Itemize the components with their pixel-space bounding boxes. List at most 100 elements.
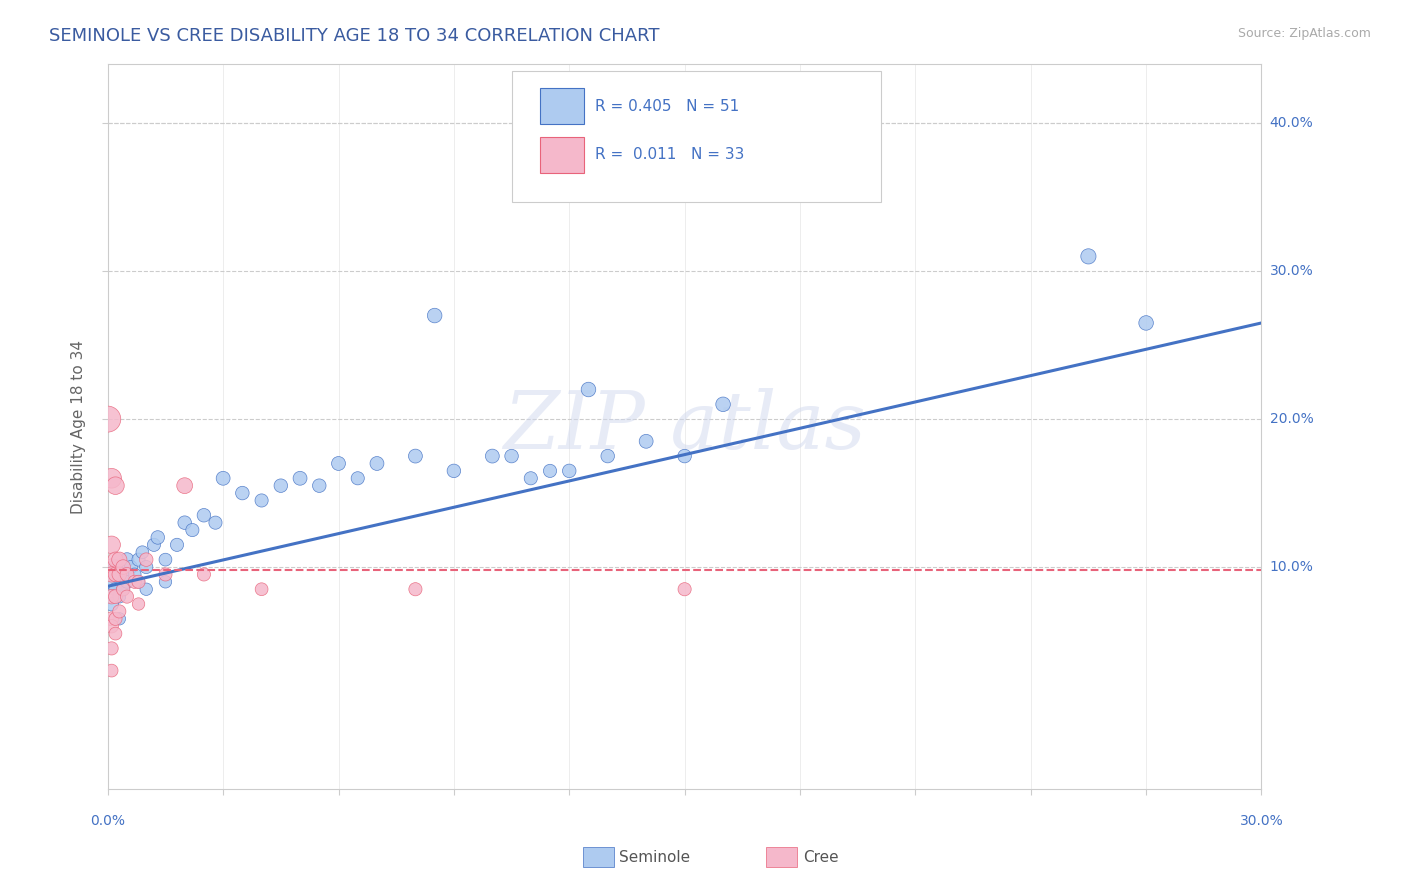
Point [128, 574, 150, 589]
Point [124, 574, 146, 589]
Point [108, 612, 131, 626]
Point [250, 582, 273, 597]
Point [538, 464, 561, 478]
Point [108, 552, 131, 566]
Point [193, 567, 215, 582]
Point [155, 574, 177, 589]
Point [135, 552, 157, 566]
Point [108, 567, 131, 582]
Point [135, 560, 157, 574]
Point [636, 434, 658, 449]
Text: 10.0%: 10.0% [1270, 560, 1313, 574]
Point [131, 545, 153, 559]
Point [250, 493, 273, 508]
FancyBboxPatch shape [540, 136, 585, 173]
Point [115, 574, 138, 589]
Text: ZIP atlas: ZIP atlas [503, 388, 866, 466]
Point [181, 523, 204, 537]
Point [1077, 249, 1099, 263]
Point [173, 478, 195, 492]
FancyBboxPatch shape [512, 71, 880, 202]
Point [104, 552, 127, 566]
Point [155, 552, 177, 566]
Y-axis label: Disability Age 18 to 34: Disability Age 18 to 34 [72, 340, 86, 514]
FancyBboxPatch shape [540, 88, 585, 124]
Point [146, 531, 169, 545]
Text: R =  0.011   N = 33: R = 0.011 N = 33 [595, 147, 744, 162]
Point [231, 486, 253, 500]
Point [104, 478, 127, 492]
Point [104, 567, 127, 582]
Text: 30.0%: 30.0% [1240, 814, 1284, 828]
Point [100, 664, 122, 678]
Point [423, 309, 446, 323]
Point [404, 449, 426, 463]
Point [100, 590, 122, 604]
Point [104, 582, 127, 597]
Point [100, 619, 122, 633]
Point [108, 567, 131, 582]
Point [104, 626, 127, 640]
Point [673, 449, 696, 463]
Point [112, 582, 135, 597]
Point [270, 478, 292, 492]
Point [100, 471, 122, 485]
Point [115, 590, 138, 604]
Text: SEMINOLE VS CREE DISABILITY AGE 18 TO 34 CORRELATION CHART: SEMINOLE VS CREE DISABILITY AGE 18 TO 34… [49, 27, 659, 45]
Point [115, 567, 138, 582]
Text: 0.0%: 0.0% [90, 814, 125, 828]
Point [100, 574, 122, 589]
Text: Seminole: Seminole [619, 850, 690, 864]
Point [366, 457, 388, 471]
Text: Source: ZipAtlas.com: Source: ZipAtlas.com [1237, 27, 1371, 40]
Point [100, 597, 122, 611]
Point [100, 612, 122, 626]
Point [100, 538, 122, 552]
Point [112, 560, 135, 574]
Point [711, 397, 734, 411]
Point [104, 560, 127, 574]
Point [100, 560, 122, 574]
Point [108, 604, 131, 618]
Point [193, 508, 215, 523]
Point [97, 412, 120, 426]
Text: 30.0%: 30.0% [1270, 264, 1313, 278]
Point [673, 582, 696, 597]
Point [346, 471, 368, 485]
Point [112, 567, 135, 582]
Point [142, 538, 165, 552]
Point [100, 567, 122, 582]
Point [128, 597, 150, 611]
Point [1135, 316, 1157, 330]
Point [135, 582, 157, 597]
Point [112, 582, 135, 597]
Point [308, 478, 330, 492]
Point [404, 582, 426, 597]
Text: 20.0%: 20.0% [1270, 412, 1313, 426]
Point [100, 641, 122, 656]
Point [104, 612, 127, 626]
Point [443, 464, 465, 478]
Point [596, 449, 619, 463]
Point [501, 449, 523, 463]
Text: 40.0%: 40.0% [1270, 116, 1313, 130]
Point [104, 590, 127, 604]
Point [115, 552, 138, 566]
Text: Cree: Cree [803, 850, 838, 864]
Point [128, 552, 150, 566]
Point [124, 567, 146, 582]
Point [204, 516, 226, 530]
Point [120, 560, 142, 574]
Point [520, 471, 543, 485]
Point [212, 471, 235, 485]
Point [128, 574, 150, 589]
Point [578, 383, 600, 397]
Point [108, 590, 131, 604]
Point [166, 538, 188, 552]
Text: R = 0.405   N = 51: R = 0.405 N = 51 [595, 99, 740, 113]
Point [155, 567, 177, 582]
Point [288, 471, 311, 485]
Point [173, 516, 195, 530]
Point [328, 457, 350, 471]
Point [481, 449, 503, 463]
